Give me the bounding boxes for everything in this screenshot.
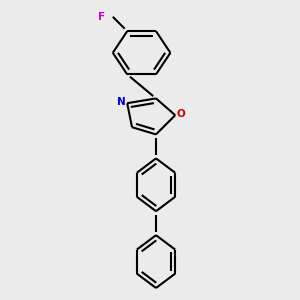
Text: F: F [98,12,106,22]
Text: O: O [177,109,186,119]
Text: N: N [117,97,126,107]
